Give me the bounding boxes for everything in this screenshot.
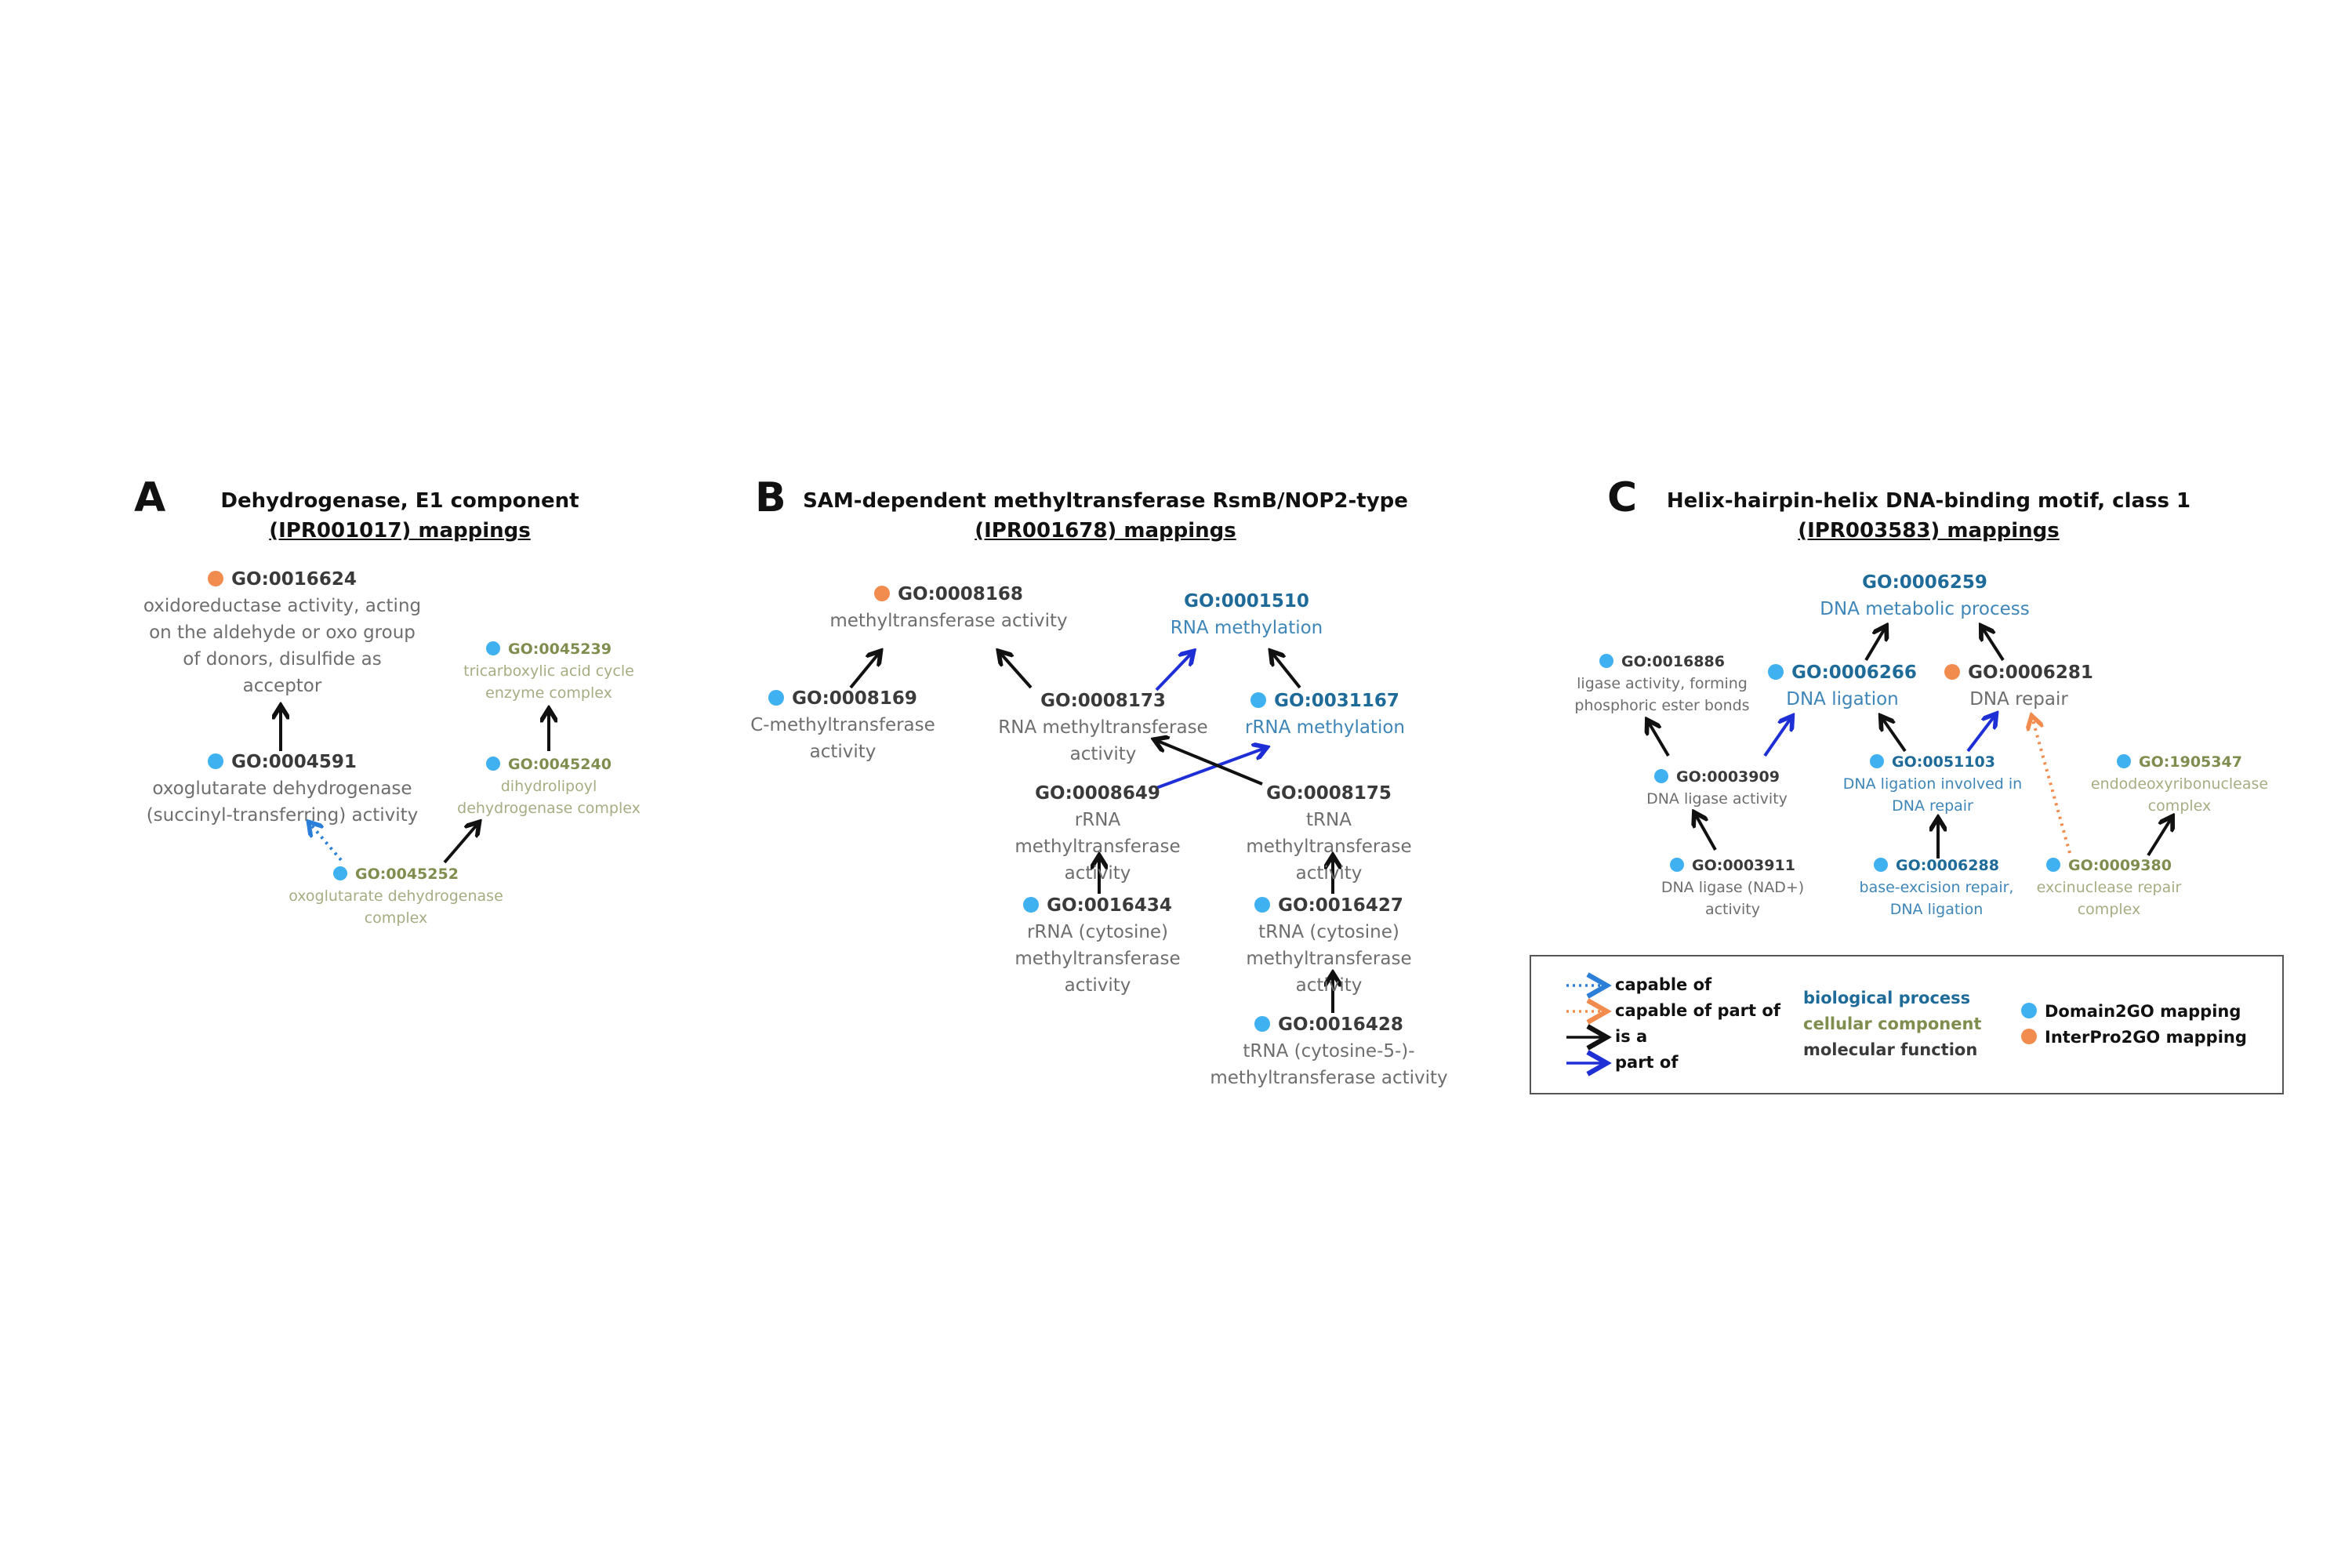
edge-is-a-c_0003911-to-c_0003909 [1695, 814, 1717, 851]
panel-b-subtitle: (IPR001678) mappings [975, 519, 1236, 543]
domain2go-dot-icon [1250, 691, 1267, 708]
go-node-0003911: GO:0003911 DNA ligase (NAD+) activity [1661, 857, 1805, 918]
edge-part-of-c_0003909-to-c_0006266 [1763, 717, 1791, 757]
legend-cellular-component: cellular component [1803, 1014, 1982, 1033]
edge-is-a-b_0008175-to-b_0008173 [1156, 740, 1263, 786]
go-node-0008169: GO:0008169 C-methyltransferase activity [750, 688, 935, 762]
edge-is-a-b_0008169-to-b_0008168 [849, 652, 880, 689]
interpro2go-dot-icon [208, 570, 224, 586]
go-node-0016624: GO:0016624 oxidoreductase activity, acti… [143, 569, 422, 696]
go-node-0008168: GO:0008168 methyltransferase activity [829, 584, 1068, 631]
domain2go-dot-icon [1254, 896, 1271, 913]
domain2go-dot-icon [1254, 1015, 1271, 1032]
go-node-0001510: GO:0001510 RNA methylation [1170, 591, 1323, 638]
legend-is-a-label: is a [1615, 1027, 1648, 1046]
go-node-0045240: GO:0045240 dihydrolipoyl dehydrogenase c… [457, 756, 641, 817]
domain2go-dot-icon [2046, 857, 2061, 872]
domain2go-dot-icon [1874, 857, 1889, 872]
domain2go-dot-icon [208, 753, 224, 769]
domain2go-dot-icon [486, 641, 501, 655]
go-node-0009380: GO:0009380 excinuclease repair complex [2036, 857, 2182, 918]
panel-b-title: SAM-dependent methyltransferase RsmB/NOP… [792, 486, 1419, 546]
go-node-0006281: GO:0006281 DNA repair [1929, 659, 2109, 713]
domain2go-dot-icon [768, 689, 785, 706]
panel-c-title: Helix-hairpin-helix DNA-binding motif, c… [1654, 486, 2203, 546]
go-node-0016434: GO:0016434 rRNA (cytosine) methyltransfe… [1014, 895, 1181, 996]
panel-a-subtitle: (IPR001017) mappings [269, 519, 531, 543]
legend-domain2go: Domain2GO mapping [2021, 1002, 2241, 1021]
go-node-0008173: GO:0008173 RNA methyltransferase activit… [998, 691, 1208, 764]
panel-b-letter: B [755, 474, 786, 521]
panel-c-letter: C [1607, 474, 1638, 521]
go-node-0016886: GO:0016886 ligase activity, forming phos… [1574, 653, 1750, 714]
interpro2go-dot-icon [2021, 1029, 2037, 1044]
legend-capable-of-part-of-label: capable of part of [1615, 1001, 1780, 1020]
domain2go-dot-icon [333, 866, 348, 880]
edge-is-a-c_0051103-to-c_0006266 [1882, 717, 1907, 753]
edge-is-a-a_0045252-to-a_0045240 [443, 823, 478, 864]
interpro2go-dot-icon [1944, 663, 1961, 680]
go-node-0006288: GO:0006288 base-excision repair, DNA lig… [1859, 857, 2014, 918]
interpro2go-dot-icon [874, 585, 891, 601]
go-node-0045252: GO:0045252 oxoglutarate dehydrogenase co… [289, 866, 503, 927]
legend-biological-process: biological process [1803, 989, 1971, 1007]
legend-molecular-function: molecular function [1803, 1040, 1978, 1059]
domain2go-dot-icon [1670, 857, 1685, 872]
go-node-0003909: GO:0003909 DNA ligase activity [1646, 768, 1788, 808]
go-node-0016427: GO:0016427 tRNA (cytosine) methyltransfe… [1246, 895, 1412, 996]
go-node-0008649: GO:0008649 rRNA methyltransferase activi… [1014, 783, 1181, 884]
panel-c-title-text: Helix-hairpin-helix DNA-binding motif, c… [1666, 489, 2191, 513]
edge-is-a-b_0031167-to-b_0001510 [1272, 652, 1301, 689]
legend [1530, 955, 2284, 1094]
edge-capable-of-part-of-c_0009380-to-c_0006281 [2032, 717, 2071, 854]
edge-part-of-b_0008173-to-b_0001510 [1155, 652, 1192, 691]
go-node-0006266: GO:0006266 DNA ligation [1756, 659, 1929, 713]
panel-a-title-text: Dehydrogenase, E1 component [220, 489, 579, 513]
go-node-0051103: GO:0051103 DNA ligation involved in DNA … [1842, 753, 2023, 815]
go-node-0031167: GO:0031167 rRNA methylation [1245, 691, 1405, 738]
panel-a-letter: A [134, 474, 166, 521]
domain2go-dot-icon [486, 756, 501, 771]
edge-is-a-c_0006266-to-c_0006259 [1864, 627, 1886, 662]
legend-capable-of-label: capable of [1615, 975, 1712, 994]
go-node-0008175: GO:0008175 tRNA methyltransferase activi… [1246, 783, 1412, 884]
edge-part-of-b_0008649-to-b_0031167 [1156, 748, 1265, 789]
panel-b-title-text: SAM-dependent methyltransferase RsmB/NOP… [803, 489, 1408, 513]
domain2go-dot-icon [1870, 753, 1885, 768]
legend-part-of-label: part of [1615, 1053, 1679, 1072]
panel-a-title: Dehydrogenase, E1 component (IPR001017) … [204, 486, 596, 546]
domain2go-dot-icon [1654, 768, 1669, 783]
panel-c-subtitle: (IPR003583) mappings [1798, 519, 2060, 543]
go-node-0045239: GO:0045239 tricarboxylic acid cycle enzy… [463, 641, 634, 702]
edge-part-of-c_0051103-to-c_0006281 [1966, 715, 1995, 753]
domain2go-dot-icon [1023, 896, 1040, 913]
legend-interpro2go: InterPro2GO mapping [2021, 1028, 2247, 1047]
domain2go-dot-icon [1768, 663, 1784, 680]
go-node-1905347: GO:1905347 endodeoxyribonuclease complex [2090, 753, 2269, 815]
domain2go-dot-icon [1599, 653, 1614, 668]
edge-is-a-c_0006281-to-c_0006259 [1982, 627, 2005, 662]
go-node-0006259: GO:0006259 DNA metabolic process [1820, 572, 2030, 619]
edge-is-a-c_0009380-to-c_1905347 [2147, 818, 2172, 857]
edge-is-a-c_0003909-to-c_0016886 [1648, 721, 1670, 757]
domain2go-dot-icon [2021, 1003, 2037, 1018]
edge-capable-of-a_0045252-to-a_0004591 [310, 823, 343, 862]
go-node-0016428: GO:0016428 tRNA (cytosine-5-)-methyltran… [1210, 1014, 1448, 1088]
domain2go-dot-icon [2117, 753, 2132, 768]
edge-is-a-b_0008173-to-b_0008168 [1000, 652, 1033, 689]
go-node-0004591: GO:0004591 oxoglutarate dehydrogenase (s… [146, 752, 419, 826]
